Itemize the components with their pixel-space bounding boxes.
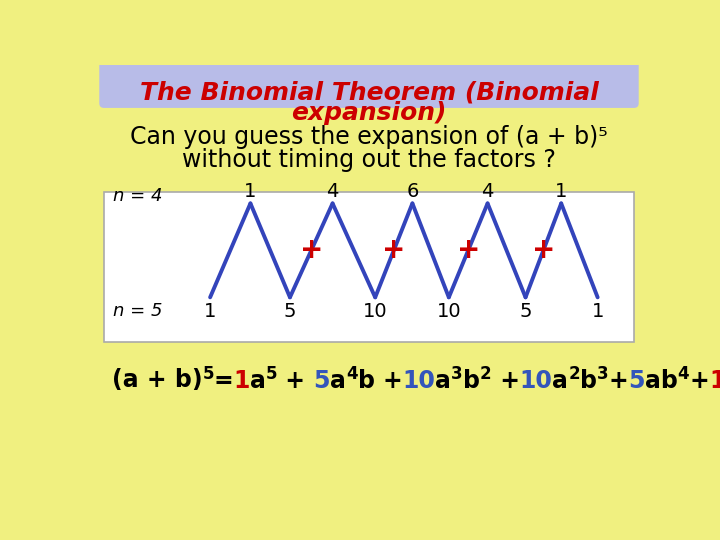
- Text: (a + b): (a + b): [112, 368, 202, 393]
- Text: a: a: [330, 368, 346, 393]
- FancyBboxPatch shape: [104, 192, 634, 342]
- Text: without timing out the factors ?: without timing out the factors ?: [182, 148, 556, 172]
- Text: 10: 10: [402, 368, 436, 393]
- Text: 5: 5: [202, 366, 214, 383]
- Text: 1: 1: [244, 183, 256, 201]
- Text: a: a: [552, 368, 568, 393]
- Text: 1: 1: [204, 302, 216, 321]
- FancyBboxPatch shape: [99, 0, 639, 108]
- Text: a: a: [250, 368, 266, 393]
- Text: 10: 10: [520, 368, 552, 393]
- Text: ab: ab: [645, 368, 678, 393]
- Text: +: +: [531, 235, 555, 264]
- Text: 3: 3: [597, 366, 608, 383]
- Text: +: +: [277, 368, 314, 393]
- Text: 5: 5: [314, 368, 330, 393]
- Text: 4: 4: [346, 366, 358, 383]
- Text: +: +: [456, 235, 480, 264]
- Text: 1: 1: [591, 302, 604, 321]
- Text: n = 5: n = 5: [113, 302, 163, 320]
- Text: b: b: [580, 368, 597, 393]
- Text: 1: 1: [555, 183, 567, 201]
- Text: n = 4: n = 4: [113, 187, 163, 205]
- Text: 6: 6: [406, 183, 418, 201]
- Text: +: +: [689, 368, 709, 393]
- Text: 5: 5: [519, 302, 532, 321]
- Text: 3: 3: [451, 366, 463, 383]
- Text: b: b: [463, 368, 480, 393]
- Text: The Binomial Theorem (Binomial: The Binomial Theorem (Binomial: [140, 80, 598, 104]
- Text: =: =: [214, 368, 233, 393]
- Text: +: +: [492, 368, 520, 393]
- Text: +: +: [608, 368, 629, 393]
- Text: +: +: [300, 235, 323, 264]
- Text: 5: 5: [629, 368, 645, 393]
- Text: 5: 5: [266, 366, 277, 383]
- Text: 10: 10: [363, 302, 387, 321]
- Text: Can you guess the expansion of (a + b)⁵: Can you guess the expansion of (a + b)⁵: [130, 125, 608, 149]
- Text: expansion): expansion): [292, 101, 446, 125]
- Text: 2: 2: [568, 366, 580, 383]
- Text: 2: 2: [480, 366, 492, 383]
- Text: +: +: [382, 235, 405, 264]
- Text: b: b: [358, 368, 383, 393]
- Text: 1: 1: [233, 368, 250, 393]
- Text: 4: 4: [678, 366, 689, 383]
- Text: 10: 10: [436, 302, 461, 321]
- Text: 5: 5: [284, 302, 296, 321]
- Text: a: a: [436, 368, 451, 393]
- Text: 4: 4: [326, 183, 339, 201]
- Text: 4: 4: [482, 183, 494, 201]
- Text: 1: 1: [709, 368, 720, 393]
- Text: +: +: [383, 368, 402, 393]
